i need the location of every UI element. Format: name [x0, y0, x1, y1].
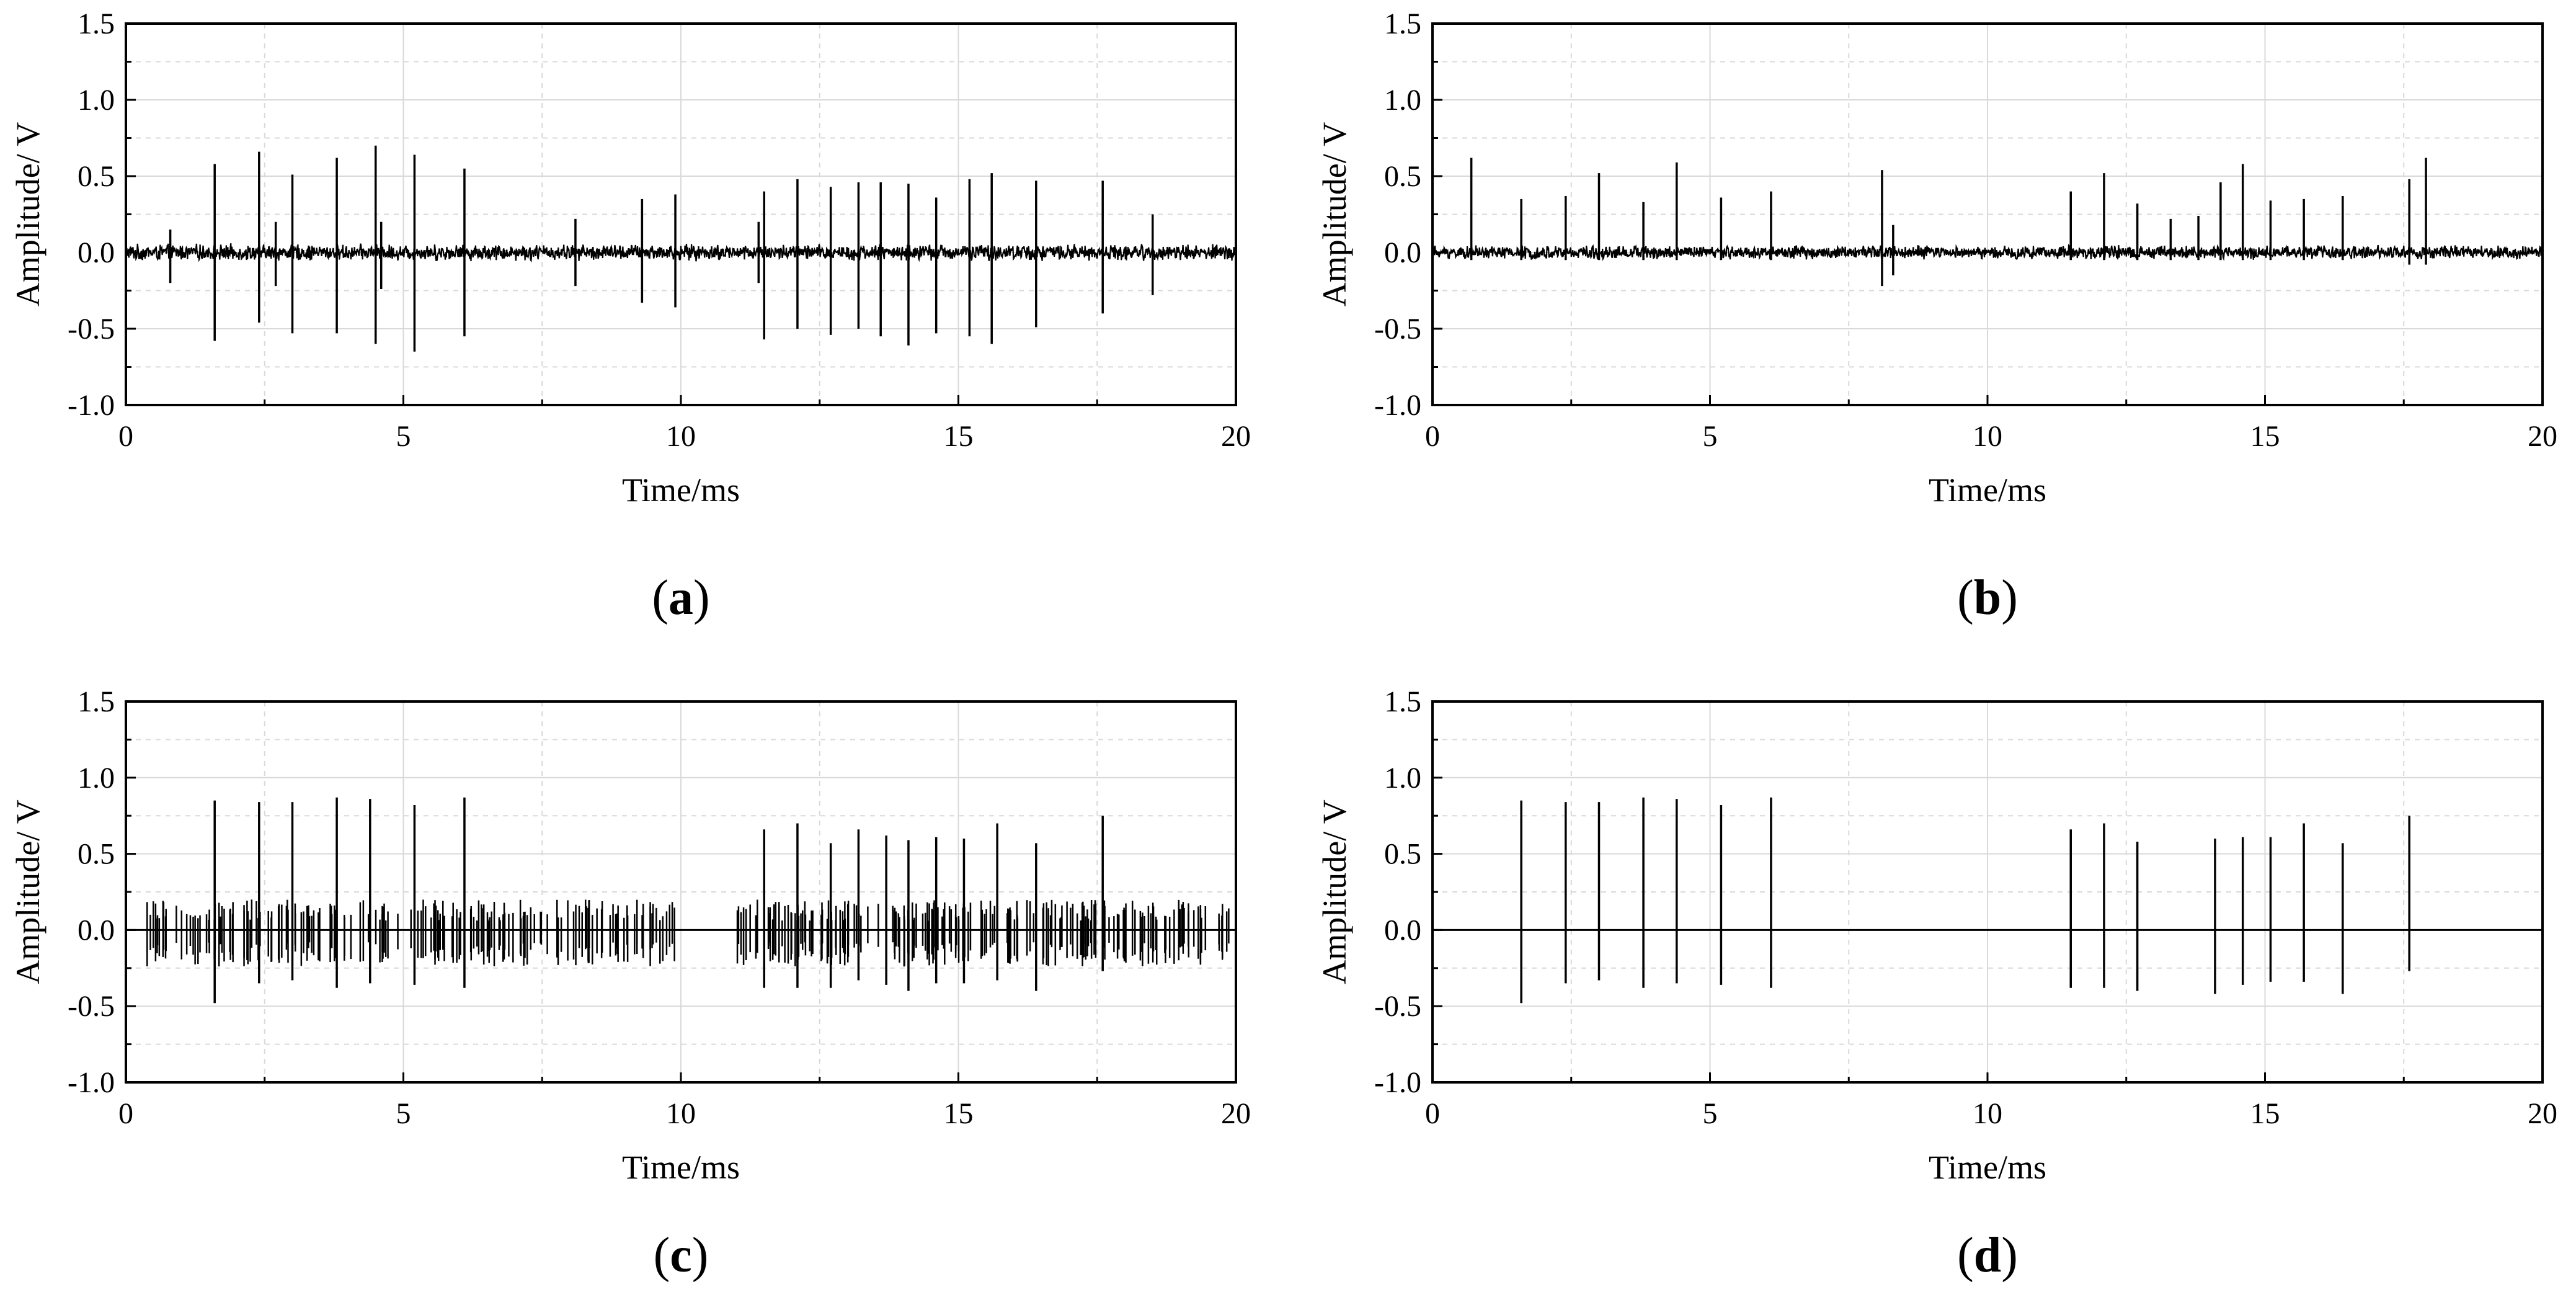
y-tick-label: 1.5	[1384, 7, 1421, 40]
noise-line	[125, 243, 1237, 263]
noise-line	[1431, 244, 2543, 262]
y-axis-title: Amplitude/ V	[1316, 122, 1353, 307]
y-tick-label: -0.5	[68, 313, 115, 345]
y-tick-label: 0.0	[1384, 236, 1421, 269]
y-tick-label: 1.0	[1384, 762, 1421, 795]
y-tick-label: -0.5	[1374, 990, 1421, 1023]
y-tick-label: -0.5	[1374, 313, 1421, 345]
x-tick-label: 0	[118, 1097, 133, 1130]
panel-caption: (c)	[654, 1228, 709, 1283]
x-tick-label: 20	[1221, 1097, 1251, 1130]
x-axis-title: Time/ms	[1929, 1149, 2046, 1186]
panel-caption: (b)	[1957, 571, 2018, 625]
panel-caption: (a)	[652, 571, 709, 625]
panels: 0 5 10 15 20 1.5 1.0 0.5 0.0 -0.5 -1.0 Time/ms Ampli…	[9, 7, 2557, 1283]
y-tick-label: -1.0	[1374, 389, 1421, 422]
x-axis: 0 5 10 15 20	[118, 395, 1251, 453]
series-trace	[1432, 797, 2543, 1004]
x-tick-label: 20	[2528, 420, 2557, 453]
y-tick-label: 0.5	[78, 838, 115, 871]
x-tick-label: 15	[2250, 420, 2280, 453]
y-tick-label: 1.0	[78, 84, 115, 117]
y-tick-label: 1.0	[78, 762, 115, 795]
x-tick-label: 0	[1425, 1097, 1440, 1130]
x-tick-label: 15	[944, 1097, 974, 1130]
y-tick-label: 1.5	[78, 7, 115, 40]
y-tick-label: 1.5	[1384, 685, 1421, 718]
x-tick-label: 15	[944, 420, 974, 453]
y-axis-title: Amplitude/ V	[1316, 799, 1353, 984]
x-tick-label: 5	[396, 1097, 411, 1130]
y-tick-label: 0.5	[78, 160, 115, 193]
x-tick-label: 10	[666, 1097, 696, 1130]
series-trace	[125, 145, 1237, 352]
x-tick-label: 5	[1703, 1097, 1718, 1130]
x-axis: 0 5 10 15 20	[1425, 1072, 2557, 1130]
x-axis: 0 5 10 15 20	[118, 1072, 1251, 1130]
x-axis: 0 5 10 15 20	[1425, 395, 2557, 453]
x-tick-label: 5	[1703, 420, 1718, 453]
x-axis-title: Time/ms	[622, 1149, 740, 1186]
chart-panel-a: 0 5 10 15 20 1.5 1.0 0.5 0.0 -0.5 -1.0 Time/ms Ampli…	[9, 7, 1251, 625]
y-axis: 1.5 1.0 0.5 0.0 -0.5 -1.0	[68, 7, 136, 422]
chart-panel-d: 0 5 10 15 20 1.5 1.0 0.5 0.0 -0.5 -1.0 Time/ms Ampli…	[1316, 685, 2557, 1283]
x-tick-label: 5	[396, 420, 411, 453]
y-tick-label: -1.0	[68, 389, 115, 422]
x-tick-label: 10	[666, 420, 696, 453]
series-trace	[1431, 158, 2543, 287]
y-axis: 1.5 1.0 0.5 0.0 -0.5 -1.0	[1374, 7, 1442, 422]
x-tick-label: 10	[1973, 420, 2002, 453]
chart-panel-c: 0 5 10 15 20 1.5 1.0 0.5 0.0 -0.5 -1.0 Time/ms Ampli…	[9, 685, 1251, 1283]
chart-panel-b: 0 5 10 15 20 1.5 1.0 0.5 0.0 -0.5 -1.0 Time/ms Ampli…	[1316, 7, 2557, 625]
y-tick-label: 1.5	[78, 685, 115, 718]
x-axis-title: Time/ms	[622, 471, 740, 509]
y-tick-label: 0.0	[78, 914, 115, 946]
series-trace	[126, 797, 1236, 1004]
y-tick-label: 0.0	[78, 236, 115, 269]
y-tick-label: -0.5	[68, 990, 115, 1023]
y-tick-label: -1.0	[68, 1066, 115, 1099]
x-tick-label: 15	[2250, 1097, 2280, 1130]
x-tick-label: 0	[1425, 420, 1440, 453]
y-axis: 1.5 1.0 0.5 0.0 -0.5 -1.0	[1374, 685, 1442, 1099]
x-tick-label: 10	[1973, 1097, 2002, 1130]
y-tick-label: 0.5	[1384, 160, 1421, 193]
y-tick-label: -1.0	[1374, 1066, 1421, 1099]
x-tick-label: 20	[2528, 1097, 2557, 1130]
x-tick-label: 20	[1221, 420, 1251, 453]
y-axis-title: Amplitude/ V	[9, 122, 47, 307]
x-axis-title: Time/ms	[1929, 471, 2046, 509]
y-tick-label: 0.5	[1384, 838, 1421, 871]
y-axis-title: Amplitude/ V	[9, 799, 47, 984]
x-tick-label: 0	[118, 420, 133, 453]
y-tick-label: 1.0	[1384, 84, 1421, 117]
panel-caption: (d)	[1957, 1228, 2018, 1283]
y-tick-label: 0.0	[1384, 914, 1421, 946]
y-axis: 1.5 1.0 0.5 0.0 -0.5 -1.0	[68, 685, 136, 1099]
